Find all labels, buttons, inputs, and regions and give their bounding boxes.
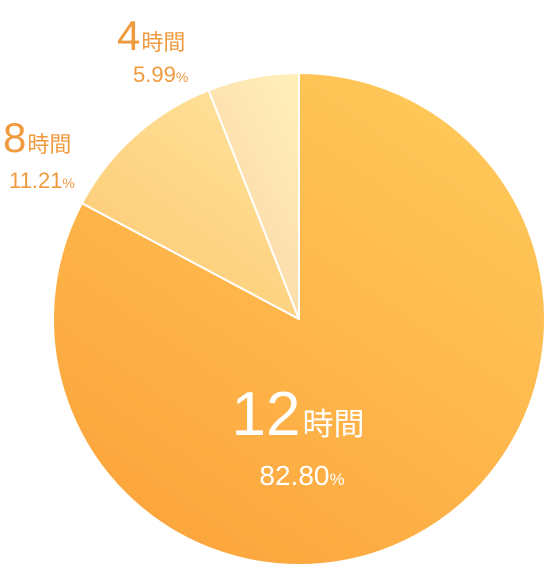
- slice-8h-value: 11.21: [9, 168, 62, 193]
- slice-8h-number: 8: [3, 114, 26, 161]
- slice-12h-percent-sign: %: [329, 470, 344, 489]
- slice-4h-value: 5.99: [133, 62, 176, 87]
- slice-8h-percent-sign: %: [62, 175, 74, 191]
- slice-4h-unit: 時間: [141, 31, 185, 56]
- slice-12h-unit: 時間: [302, 407, 364, 443]
- slice-4h: [207, 72, 300, 320]
- slice-8h-label: 8時間: [3, 114, 71, 161]
- slice-12h-label: 12時間: [232, 380, 365, 449]
- slice-12h-value: 82.80: [259, 460, 329, 491]
- slice-12h-percent: 82.80%: [259, 460, 344, 491]
- slice-4h-percent: 5.99%: [133, 62, 188, 87]
- slice-12h-number: 12: [232, 380, 301, 449]
- slice-8h-unit: 時間: [27, 133, 71, 158]
- slice-8h-percent: 11.21%: [9, 168, 75, 193]
- slice-4h-number: 4: [117, 12, 140, 59]
- pie-slices: [52, 72, 545, 565]
- slice-8h: [80, 89, 300, 320]
- slice-4h-label: 4時間: [117, 12, 185, 59]
- slice-4h-percent-sign: %: [176, 69, 188, 85]
